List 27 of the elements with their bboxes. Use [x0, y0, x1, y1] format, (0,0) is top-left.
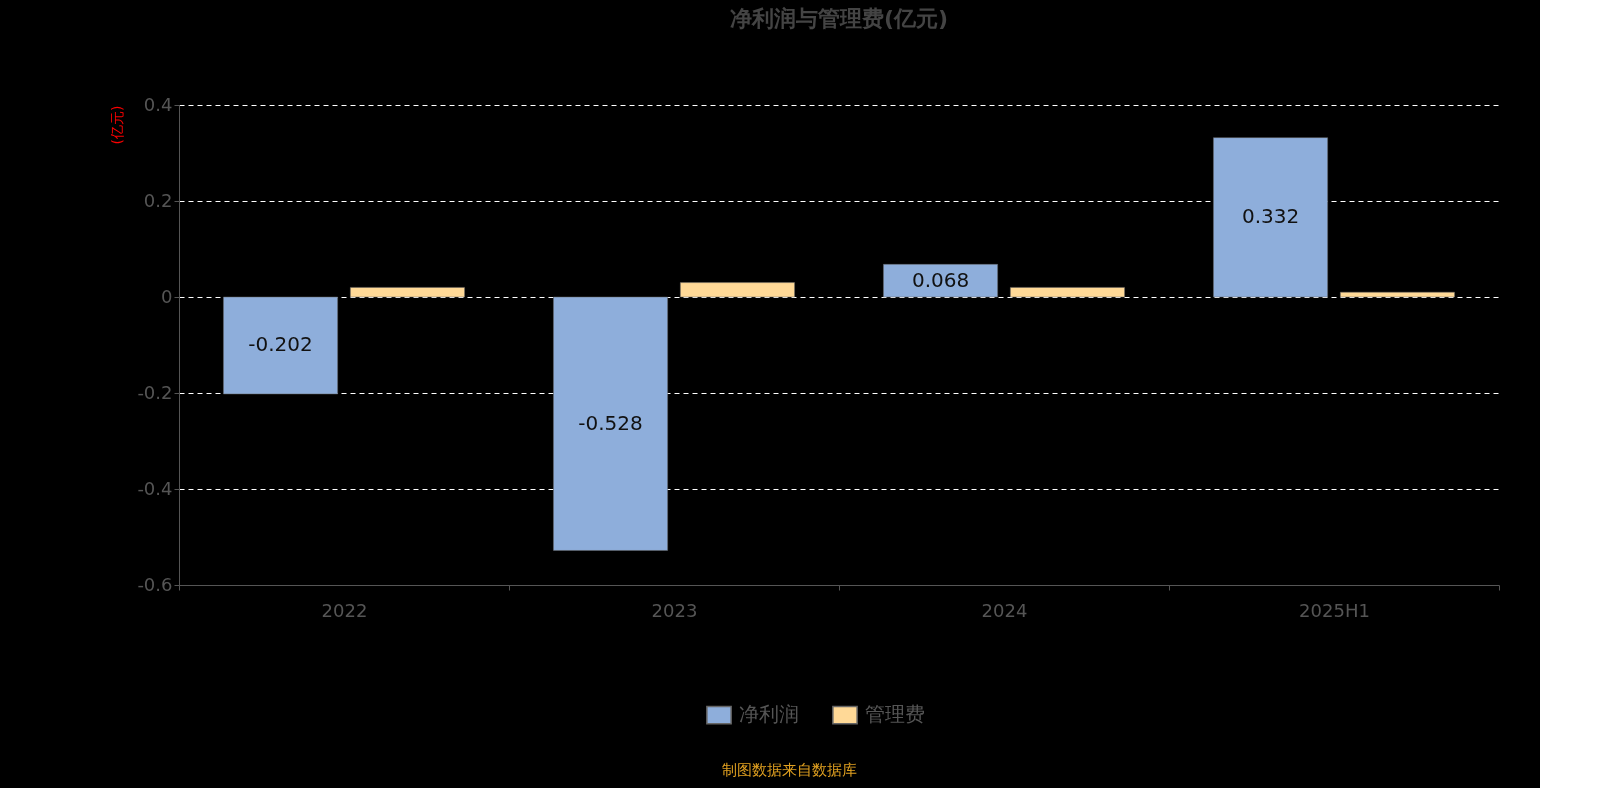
data-label: 0.332: [1241, 204, 1300, 229]
data-label: -0.528: [578, 410, 643, 435]
bar: [350, 287, 465, 298]
bar: [1340, 291, 1455, 298]
legend-label: 管理费: [865, 702, 925, 727]
bar: [1010, 287, 1125, 298]
bar: [1213, 137, 1328, 298]
x-tick-label: 2022: [321, 599, 368, 621]
bar: [223, 296, 338, 395]
bar: [680, 282, 795, 298]
bar: [553, 296, 668, 551]
data-label: 0.068: [911, 267, 970, 292]
y-axis-title: (亿元): [108, 105, 125, 145]
chart-title: 净利润与管理费(亿元): [729, 6, 949, 31]
y-tick-label: -0.2: [137, 381, 173, 403]
y-tick-label: -0.4: [137, 477, 173, 499]
y-tick-label: 0.4: [143, 93, 173, 115]
legend-label: 净利润: [739, 702, 799, 727]
y-tick-label: 0: [161, 285, 173, 307]
x-tick-label: 2023: [651, 599, 698, 621]
data-label: -0.202: [248, 332, 313, 357]
bar: [883, 264, 998, 298]
text: 制图数据来自数据库: [721, 761, 857, 779]
x-tick-label: 2025H1: [1299, 599, 1370, 621]
y-tick-label: 0.2: [143, 189, 173, 211]
x-tick-label: 2024: [981, 599, 1028, 621]
y-tick-label: -0.6: [137, 573, 173, 595]
